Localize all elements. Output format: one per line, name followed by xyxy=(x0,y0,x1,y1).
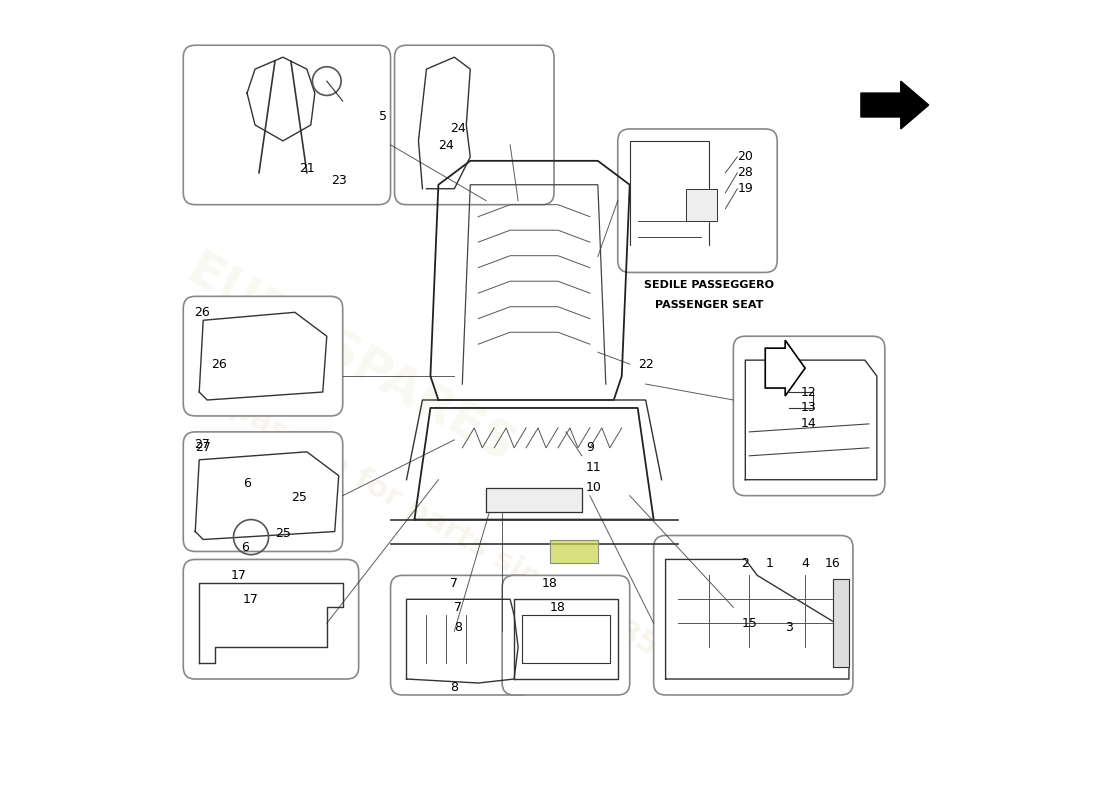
Text: 7: 7 xyxy=(450,578,459,590)
Polygon shape xyxy=(685,189,717,221)
Text: 6: 6 xyxy=(241,542,249,554)
Text: 2: 2 xyxy=(741,557,749,570)
FancyBboxPatch shape xyxy=(395,46,554,205)
FancyBboxPatch shape xyxy=(653,535,852,695)
Text: 8: 8 xyxy=(450,681,459,694)
FancyBboxPatch shape xyxy=(184,296,343,416)
Text: 3: 3 xyxy=(785,621,793,634)
Text: 7: 7 xyxy=(454,601,462,614)
Text: 8: 8 xyxy=(454,621,462,634)
Text: 17: 17 xyxy=(231,570,248,582)
FancyBboxPatch shape xyxy=(390,575,535,695)
Text: 16: 16 xyxy=(825,557,840,570)
Text: 28: 28 xyxy=(737,166,754,179)
Text: EUROSPARES: EUROSPARES xyxy=(178,246,524,474)
Text: 4: 4 xyxy=(801,557,808,570)
Polygon shape xyxy=(486,488,582,512)
Text: 25: 25 xyxy=(290,490,307,504)
FancyBboxPatch shape xyxy=(184,46,390,205)
Text: 9: 9 xyxy=(586,442,594,454)
Polygon shape xyxy=(861,81,928,129)
Text: 5: 5 xyxy=(378,110,386,123)
Text: 17: 17 xyxy=(243,593,258,606)
Text: 6: 6 xyxy=(243,478,251,490)
Text: 13: 13 xyxy=(801,402,817,414)
Text: 11: 11 xyxy=(586,462,602,474)
Text: 25: 25 xyxy=(275,527,290,540)
Text: 22: 22 xyxy=(638,358,653,370)
Text: 18: 18 xyxy=(542,578,558,590)
Text: PASSENGER SEAT: PASSENGER SEAT xyxy=(656,300,763,310)
Text: 14: 14 xyxy=(801,418,817,430)
Text: 23: 23 xyxy=(331,174,346,187)
Text: 27: 27 xyxy=(194,438,209,451)
FancyBboxPatch shape xyxy=(184,559,359,679)
Text: 24: 24 xyxy=(450,122,466,135)
Text: 10: 10 xyxy=(586,481,602,494)
Text: 20: 20 xyxy=(737,150,754,163)
Text: 19: 19 xyxy=(737,182,754,195)
Text: 21: 21 xyxy=(299,162,315,175)
Text: 27: 27 xyxy=(195,442,211,454)
FancyBboxPatch shape xyxy=(618,129,778,273)
Polygon shape xyxy=(833,579,849,667)
FancyBboxPatch shape xyxy=(503,575,629,695)
FancyBboxPatch shape xyxy=(184,432,343,551)
FancyBboxPatch shape xyxy=(734,336,884,496)
Text: a passion for parts since 1985: a passion for parts since 1985 xyxy=(198,378,662,662)
Text: 26: 26 xyxy=(194,306,209,319)
Polygon shape xyxy=(550,539,597,563)
Text: 15: 15 xyxy=(741,617,757,630)
Text: SEDILE PASSEGGERO: SEDILE PASSEGGERO xyxy=(645,281,774,290)
Text: 26: 26 xyxy=(211,358,227,370)
Text: 1: 1 xyxy=(766,557,773,570)
Polygon shape xyxy=(766,340,805,396)
Text: 18: 18 xyxy=(550,601,565,614)
Text: 24: 24 xyxy=(439,139,454,152)
Text: 12: 12 xyxy=(801,386,817,398)
